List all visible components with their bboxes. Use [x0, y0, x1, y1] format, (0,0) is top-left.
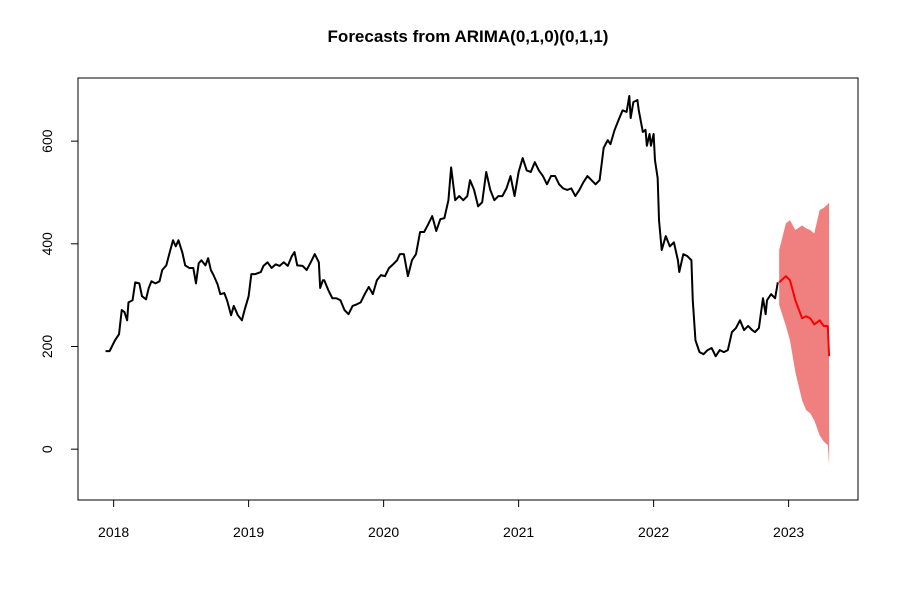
x-tick-label: 2022 [638, 524, 669, 540]
x-tick-label: 2020 [368, 524, 399, 540]
y-tick-label: 600 [39, 129, 55, 153]
x-tick-label: 2023 [773, 524, 804, 540]
series-line [778, 275, 831, 357]
chart-title: Forecasts from ARIMA(0,1,0)(0,1,1) [328, 27, 609, 46]
x-tick-label: 2021 [503, 524, 534, 540]
y-tick-label: 200 [39, 335, 55, 359]
x-tick-label: 2018 [98, 524, 129, 540]
series-line [105, 94, 779, 358]
y-tick-label: 0 [39, 445, 55, 453]
x-tick-label: 2019 [233, 524, 264, 540]
plot-frame [77, 77, 859, 501]
prediction-band [779, 202, 830, 467]
y-tick-label: 400 [39, 232, 55, 256]
